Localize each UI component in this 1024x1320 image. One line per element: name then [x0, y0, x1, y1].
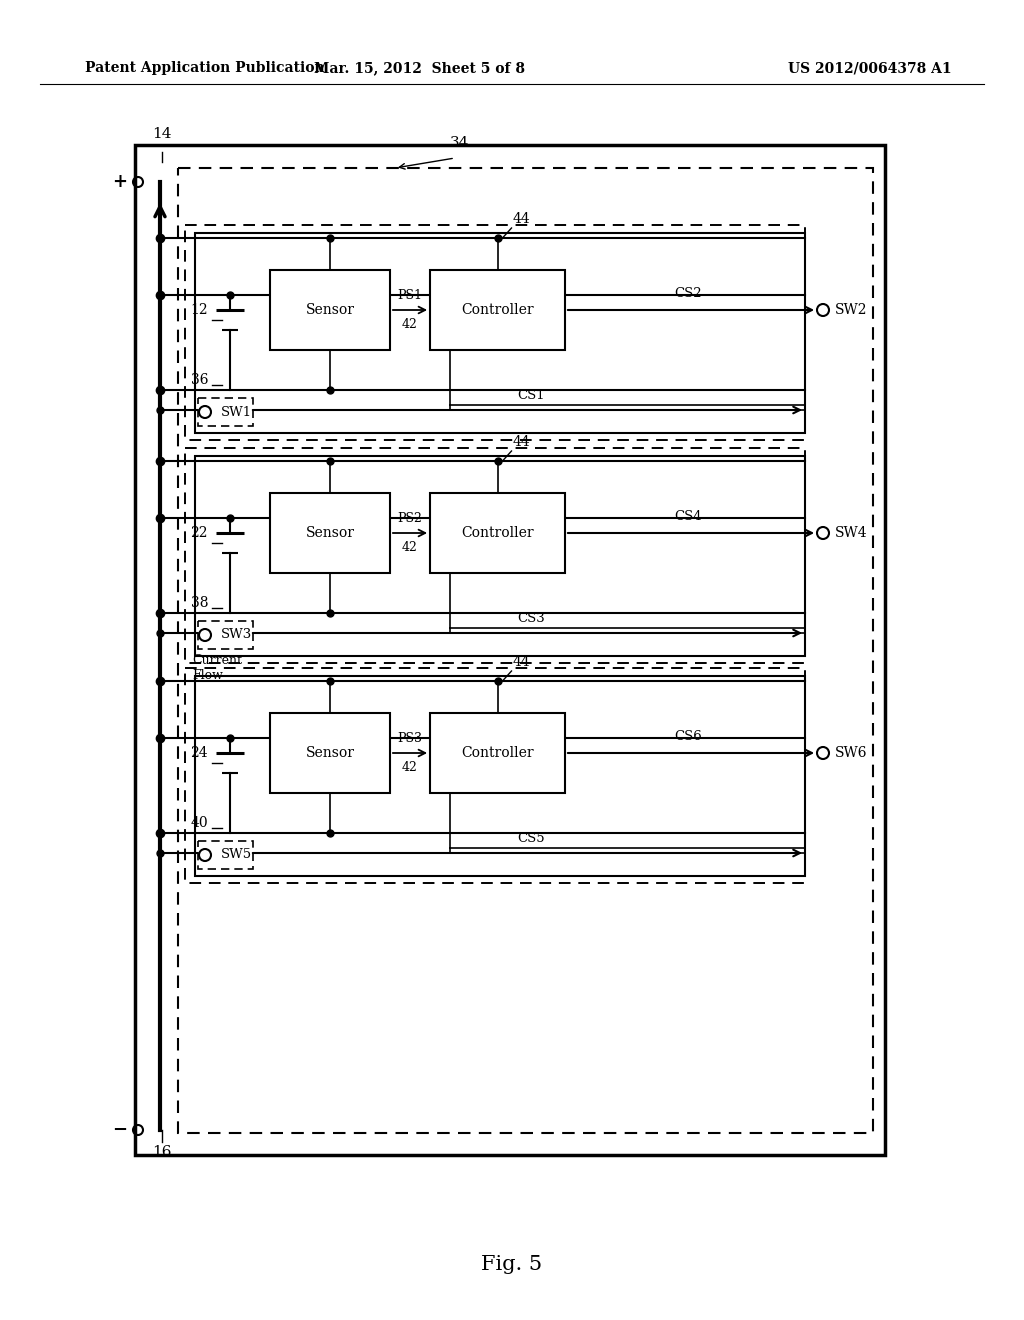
Bar [198, 841, 253, 869]
Text: CS6: CS6 [674, 730, 701, 743]
Bar [430, 713, 565, 793]
Text: Sensor: Sensor [305, 746, 354, 760]
Bar [185, 668, 805, 883]
Text: CS1: CS1 [518, 389, 546, 403]
Text: 34: 34 [451, 136, 470, 150]
Text: Controller: Controller [461, 304, 534, 317]
Text: 22: 22 [190, 525, 208, 540]
Text: 12: 12 [190, 304, 208, 317]
Bar [198, 620, 253, 649]
Bar [430, 271, 565, 350]
Text: Sensor: Sensor [305, 525, 354, 540]
Text: SW3: SW3 [221, 628, 252, 642]
Text: 42: 42 [402, 318, 418, 331]
Text: CS5: CS5 [518, 832, 546, 845]
Text: PS2: PS2 [397, 512, 423, 525]
Text: CS2: CS2 [674, 286, 701, 300]
Text: −: − [113, 1121, 128, 1139]
Bar [195, 455, 805, 656]
Text: 42: 42 [402, 541, 418, 554]
Text: SW4: SW4 [835, 525, 867, 540]
Text: 40: 40 [190, 816, 208, 830]
Text: 42: 42 [402, 762, 418, 774]
Text: 38: 38 [190, 597, 208, 610]
Text: 44: 44 [512, 213, 530, 226]
Text: 36: 36 [190, 374, 208, 387]
Text: PS3: PS3 [397, 733, 423, 744]
Text: 24: 24 [190, 746, 208, 760]
Text: Controller: Controller [461, 746, 534, 760]
Bar [198, 399, 253, 426]
Bar [185, 447, 805, 663]
Bar [185, 224, 805, 440]
Text: Sensor: Sensor [305, 304, 354, 317]
Text: 16: 16 [153, 1144, 172, 1159]
Text: Fig. 5: Fig. 5 [481, 1255, 543, 1275]
Text: 44: 44 [512, 436, 530, 449]
Text: 14: 14 [153, 127, 172, 141]
Bar [270, 492, 390, 573]
Text: Controller: Controller [461, 525, 534, 540]
Bar [270, 271, 390, 350]
Text: SW1: SW1 [221, 405, 252, 418]
Bar [195, 676, 805, 876]
Text: US 2012/0064378 A1: US 2012/0064378 A1 [788, 61, 952, 75]
Text: CS4: CS4 [674, 510, 701, 523]
Bar [195, 234, 805, 433]
Text: Patent Application Publication: Patent Application Publication [85, 61, 325, 75]
Text: Mar. 15, 2012  Sheet 5 of 8: Mar. 15, 2012 Sheet 5 of 8 [314, 61, 525, 75]
Text: Current
Flow: Current Flow [193, 653, 242, 682]
Text: 44: 44 [512, 655, 530, 669]
Bar [430, 492, 565, 573]
Text: SW6: SW6 [835, 746, 867, 760]
Text: PS1: PS1 [397, 289, 423, 302]
Text: SW2: SW2 [835, 304, 867, 317]
Text: SW5: SW5 [221, 849, 252, 862]
Text: CS3: CS3 [517, 612, 546, 624]
Bar [270, 713, 390, 793]
Text: +: + [113, 173, 128, 191]
Bar [178, 168, 873, 1133]
Bar [135, 145, 885, 1155]
